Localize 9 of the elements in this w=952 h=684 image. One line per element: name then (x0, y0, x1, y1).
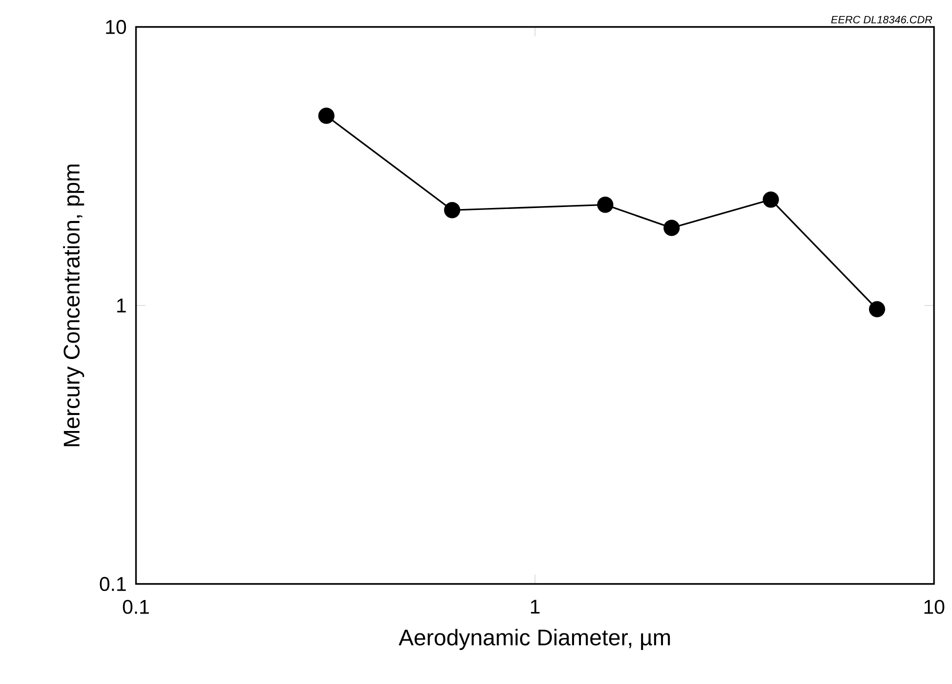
y-tick-label: 10 (106, 20, 126, 34)
x-tick-label: 0.1 (122, 600, 149, 614)
x-axis-title: Aerodynamic Diameter, µm (398, 628, 670, 650)
y-tick-label: 0.1 (100, 576, 126, 592)
x-tick-label: 10 (924, 600, 944, 614)
y-tick-label: 1 (117, 298, 126, 312)
text: EERC DL18346.CDR (831, 16, 932, 24)
y-axis-title: Mercury Concentration, ppm (63, 164, 84, 446)
x-tick-label: 1 (530, 600, 540, 614)
